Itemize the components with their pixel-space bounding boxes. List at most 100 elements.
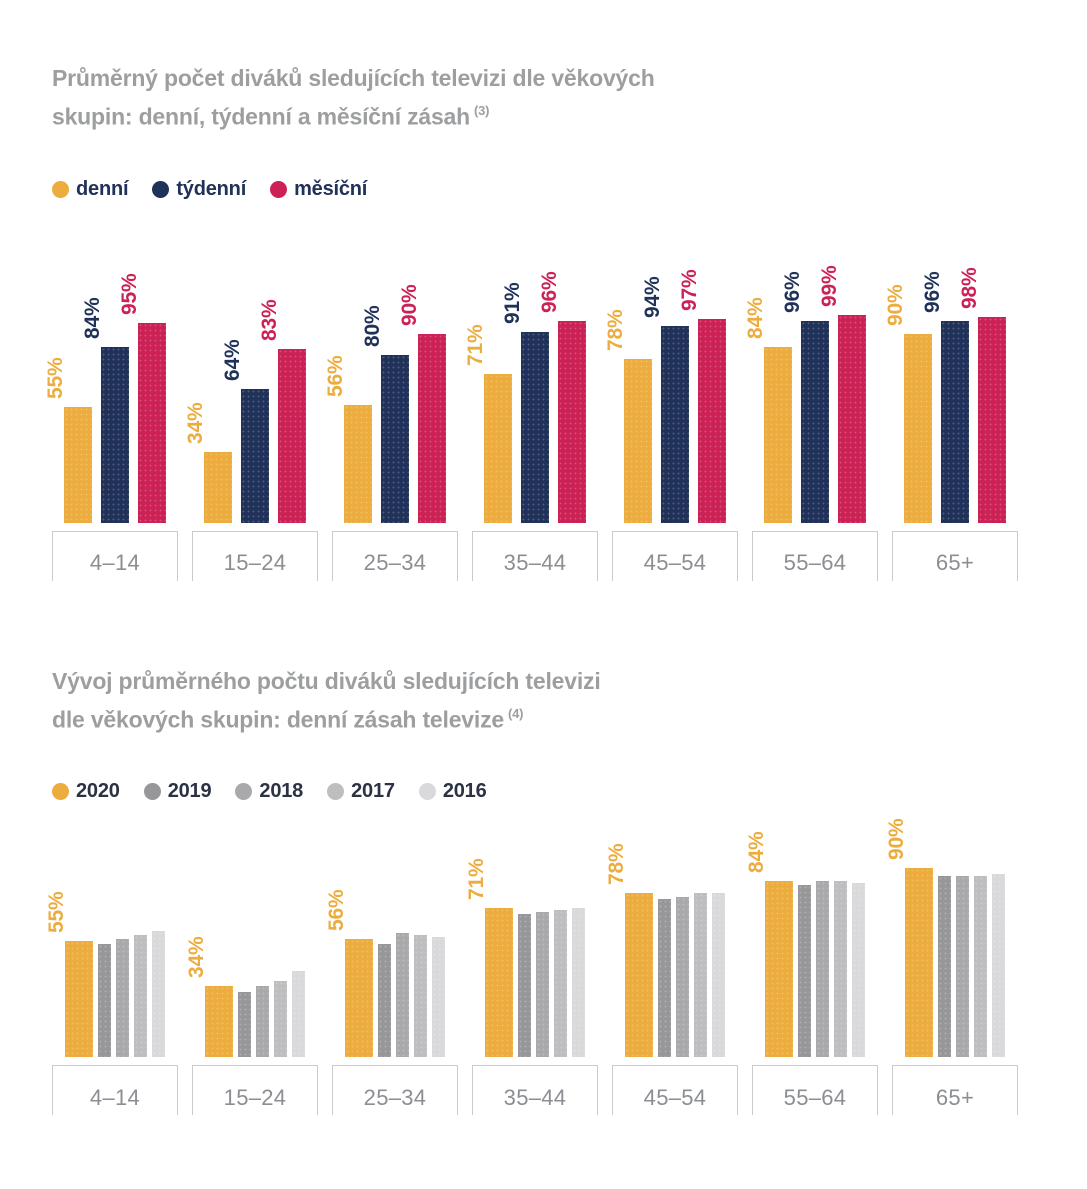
- bar-cluster: 34%: [185, 807, 318, 1058]
- bar-value-label: 98%: [958, 267, 981, 309]
- legend-item: denní: [52, 178, 129, 201]
- legend-item: měsíční: [270, 178, 367, 201]
- bar-value-label: 94%: [641, 276, 664, 318]
- bar-měsíční: 99%: [818, 265, 866, 523]
- category-group: 90% 96% 98% 65+: [884, 243, 1018, 581]
- bar-2018: [816, 881, 829, 1058]
- category-group: 34% 15–24: [185, 807, 318, 1116]
- bar-2019: [378, 944, 391, 1058]
- category-label-box: 65+: [892, 530, 1018, 581]
- legend-label: 2017: [351, 780, 395, 803]
- category-group: 84% 55–64: [745, 807, 878, 1116]
- bar-denní: 55%: [44, 357, 92, 523]
- legend-color-dot-icon: [52, 783, 69, 801]
- legend-color-dot-icon: [327, 783, 345, 801]
- legend-color-dot-icon: [418, 783, 436, 801]
- bar-2017: [554, 910, 567, 1058]
- bar-value-label: 90%: [885, 818, 908, 861]
- bar-cluster: 71% 91% 96%: [464, 243, 598, 523]
- bar-2019: [938, 876, 951, 1058]
- bar-denní: 78%: [604, 309, 652, 523]
- category-label: 25–34: [363, 550, 427, 576]
- bar-value-label: 78%: [605, 843, 628, 886]
- category-group: 71% 35–44: [465, 807, 598, 1116]
- bar-týdenní: 94%: [641, 276, 689, 523]
- category-label-box: 4–14: [52, 530, 178, 581]
- legend-item: 2016: [418, 780, 487, 803]
- bar-měsíční: 90%: [398, 284, 446, 523]
- bar-2018: [956, 876, 969, 1058]
- bar-cluster: 55%: [45, 807, 178, 1058]
- bar-týdenní: 91%: [501, 282, 549, 523]
- bar-plot: 55% 4–14 34% 15–24 56% 25–34 71% 35–44 78% 45–54 8…: [45, 807, 1087, 1116]
- bar-2016: [152, 931, 165, 1058]
- category-label-box: 15–24: [192, 1065, 318, 1116]
- category-label-box: 45–54: [612, 1065, 738, 1116]
- bar-2020: 90%: [885, 819, 933, 1058]
- category-label-box: 4–14: [52, 1065, 178, 1116]
- category-label: 15–24: [223, 550, 287, 576]
- chart-title: Průměrný počet diváků sledujících televi…: [52, 0, 1087, 134]
- bar-2018: [116, 939, 129, 1058]
- category-label: 65+: [935, 550, 975, 576]
- chart-title-line2: dle věkových skupin: denní zásah televiz…: [52, 706, 504, 733]
- legend-label: měsíční: [294, 177, 368, 200]
- bar-cluster: 56% 80% 90%: [324, 243, 458, 523]
- bar-2016: [292, 971, 305, 1058]
- bar-2017: [974, 876, 987, 1058]
- bar-2019: [658, 899, 671, 1058]
- category-label-box: 55–64: [752, 530, 878, 581]
- bar-value-label: 64%: [221, 339, 244, 381]
- bar-value-label: 80%: [361, 305, 384, 347]
- bar-cluster: 78% 94% 97%: [604, 243, 738, 523]
- bar-denní: 90%: [884, 284, 932, 523]
- legend-item: 2019: [143, 780, 212, 803]
- bar-denní: 84%: [744, 297, 792, 523]
- bar-value-label: 96%: [538, 271, 561, 313]
- bar-value-label: 56%: [324, 355, 347, 397]
- category-label: 65+: [935, 1084, 975, 1110]
- category-label: 15–24: [223, 1084, 287, 1110]
- legend-item: 2017: [327, 780, 395, 803]
- bar-týdenní: 64%: [221, 339, 269, 523]
- legend: 2020 2019 2018 2017 2016: [52, 780, 1087, 803]
- chart-title-line1: Průměrný počet diváků sledujících televi…: [52, 65, 655, 91]
- category-group: 84% 96% 99% 55–64: [744, 243, 878, 581]
- legend-color-dot-icon: [270, 180, 288, 198]
- chart-section-daily-weekly-monthly-reach: Průměrný počet diváků sledujících televi…: [44, 0, 1087, 581]
- bar-value-label: 84%: [745, 831, 768, 874]
- bar-2016: [992, 874, 1005, 1058]
- bar-2016: [852, 883, 865, 1058]
- category-label: 45–54: [643, 550, 707, 576]
- bar-value-label: 91%: [501, 282, 524, 324]
- category-label: 4–14: [89, 1084, 141, 1110]
- category-label-box: 25–34: [332, 1065, 458, 1116]
- category-label-box: 25–34: [332, 530, 458, 581]
- bar-2020: 56%: [325, 890, 373, 1058]
- footnote-reference: (4): [507, 705, 524, 721]
- bar-cluster: 71%: [465, 807, 598, 1058]
- category-label: 35–44: [503, 1084, 567, 1110]
- bar-cluster: 78%: [605, 807, 738, 1058]
- bar-value-label: 97%: [678, 269, 701, 311]
- bar-měsíční: 97%: [678, 269, 726, 523]
- bar-2019: [518, 914, 531, 1058]
- legend-item: 2018: [235, 780, 303, 803]
- legend-label: 2018: [259, 780, 304, 803]
- bar-2020: 78%: [605, 844, 653, 1058]
- bar-cluster: 56%: [325, 807, 458, 1058]
- legend-color-dot-icon: [52, 180, 69, 198]
- bar-2020: 34%: [185, 937, 233, 1058]
- category-label-box: 45–54: [612, 530, 738, 581]
- category-label-box: 65+: [892, 1065, 1018, 1116]
- chart-title-line2: skupin: denní, týdenní a měsíční zásah: [52, 103, 471, 130]
- bar-2018: [676, 897, 689, 1058]
- category-group: 55% 84% 95% 4–14: [44, 243, 178, 581]
- bar-value-label: 55%: [45, 891, 68, 934]
- category-label-box: 35–44: [472, 1065, 598, 1116]
- legend-label: 2020: [76, 780, 120, 803]
- legend-label: 2019: [167, 780, 212, 803]
- bar-týdenní: 96%: [921, 271, 969, 523]
- legend-item: 2020: [52, 780, 120, 803]
- bar-2019: [238, 992, 251, 1058]
